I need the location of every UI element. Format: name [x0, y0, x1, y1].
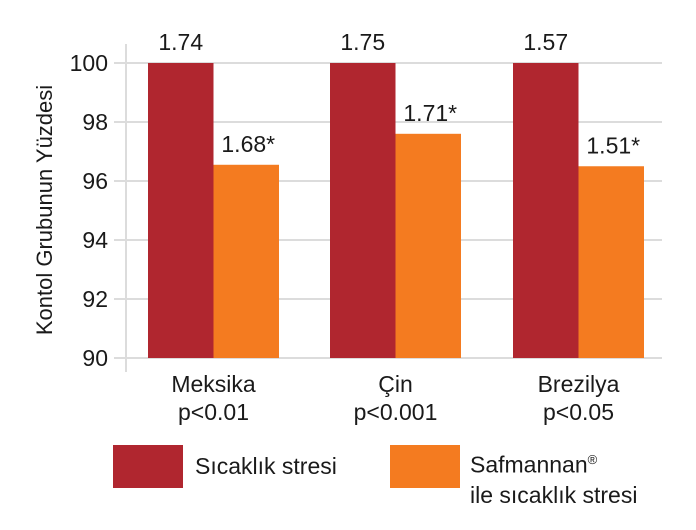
x-tick-label: Çin: [378, 371, 413, 397]
data-label: 1.51*: [586, 132, 640, 158]
bar-heat-stress: [513, 63, 579, 358]
y-tick-label: 100: [70, 50, 108, 76]
x-tick-label: Meksika: [171, 371, 256, 397]
legend-label-safmannan-line2: ile sıcaklık stresi: [470, 481, 638, 508]
x-tick-label: Brezilya: [538, 371, 620, 397]
legend-label-safmannan: Safmannan® ile sıcaklık stresi: [470, 445, 637, 510]
legend-label-heat-stress: Sıcaklık stresi: [195, 453, 337, 479]
data-label: 1.75: [340, 29, 385, 55]
bar-heat-stress: [148, 63, 214, 358]
bar-heat-stress: [330, 63, 396, 358]
data-label: 1.71*: [403, 100, 457, 126]
legend-swatch-heat-stress: [113, 445, 183, 488]
registered-mark: ®: [587, 452, 598, 467]
legend-label-safmannan-line1: Safmannan: [470, 451, 588, 478]
legend-swatch-safmannan: [390, 445, 460, 488]
y-tick-label: 94: [82, 227, 108, 253]
p-value-label: p<0.001: [354, 399, 438, 425]
bar-safmannan: [395, 133, 461, 358]
p-value-label: p<0.01: [178, 399, 249, 425]
bar-safmannan: [578, 166, 644, 358]
y-axis-title: Kontol Grubunun Yüzdesi: [32, 85, 57, 335]
y-tick-label: 92: [82, 286, 108, 312]
y-tick-label: 96: [82, 168, 108, 194]
bar-safmannan: [213, 164, 279, 358]
y-tick-label: 98: [82, 109, 108, 135]
data-label: 1.74: [158, 29, 203, 55]
y-tick-label: 90: [82, 345, 108, 371]
data-label: 1.57: [523, 29, 568, 55]
data-label: 1.68*: [221, 131, 275, 157]
p-value-label: p<0.05: [543, 399, 614, 425]
